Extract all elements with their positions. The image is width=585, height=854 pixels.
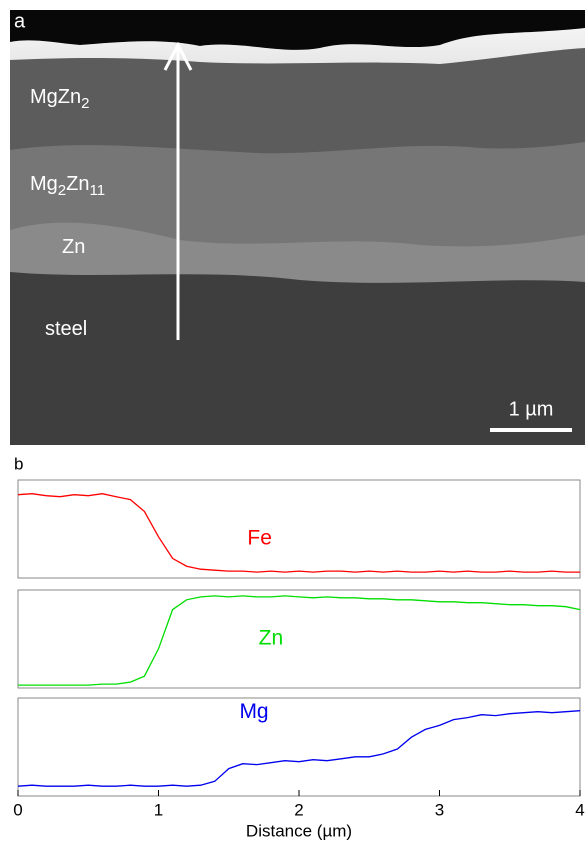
arrow-head [163,41,193,71]
subscript: 2 [81,95,89,112]
panel-label: a [14,10,26,32]
plot-frame [17,479,581,579]
x-axis-label: Distance (µm) [246,821,352,840]
profile-line [18,595,581,686]
layer-label: MgZn2 [30,86,89,112]
steel-layer [10,272,585,445]
profile-line [17,710,581,787]
subscript: 11 [89,182,105,199]
series-label: Fe [247,526,272,549]
profiles: b Fe Zn Mg 0 1 2 3 4 Distance (µm) [13,454,584,840]
profile-line [17,493,580,573]
x-tick-label: 3 [435,800,444,819]
series-label: Zn [259,627,284,650]
x-tick-label: 0 [13,800,22,819]
label-part: Zn [66,173,89,195]
scale-bar-label: 1 µm [509,398,554,420]
plot-frame [17,697,581,797]
top-dark [10,10,585,50]
series-label: Mg [239,700,268,723]
subscript: 2 [58,182,66,199]
x-tick-label: 1 [154,800,163,819]
layer-label: steel [45,318,87,340]
label-part: Mg [30,173,58,195]
label-part: MgZn [30,86,81,108]
zn-layer [10,222,585,285]
plot-frame [17,589,581,689]
layer-label: Mg2Zn11 [30,173,105,199]
label-part: Zn [62,236,85,258]
label-part: steel [45,318,87,340]
panel-label: b [14,454,23,473]
x-tick-label: 4 [575,800,584,819]
x-tick-label: 2 [294,800,303,819]
layer-label: Zn [62,236,85,258]
